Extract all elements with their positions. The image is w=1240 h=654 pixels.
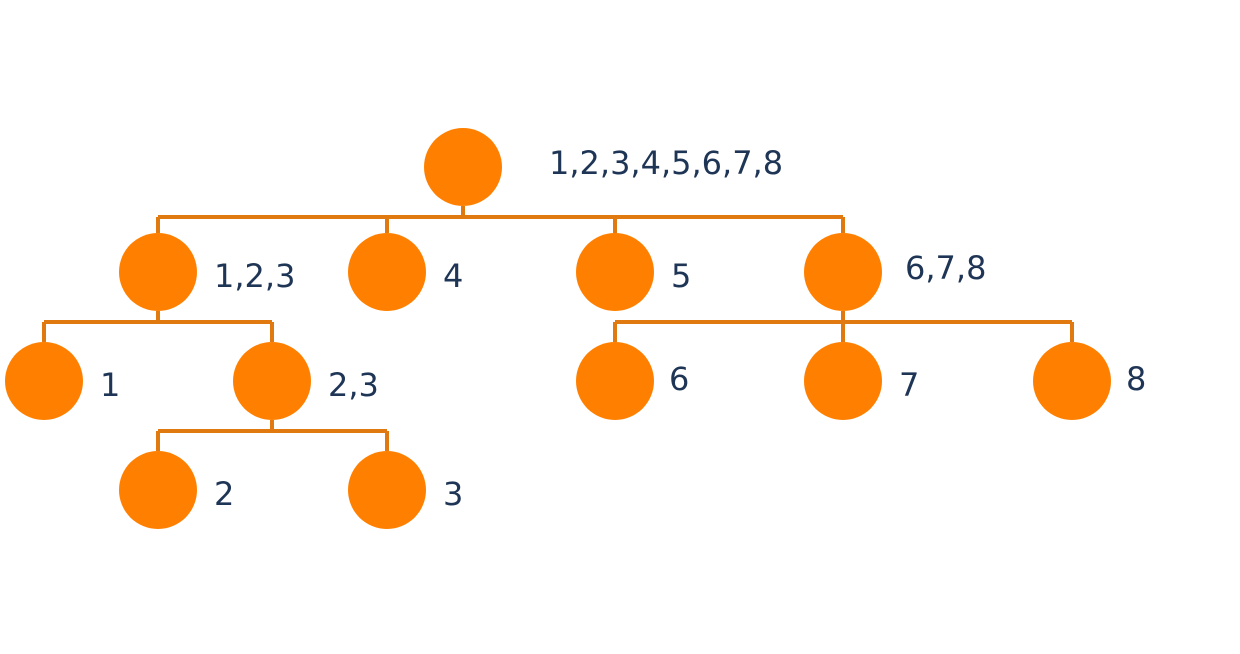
node-label-n678: 6,7,8	[905, 249, 986, 287]
connector-n23	[156, 420, 389, 451]
node-n2	[119, 451, 197, 529]
node-n3	[348, 451, 426, 529]
node-label-n4: 4	[443, 257, 463, 295]
node-label-root: 1,2,3,4,5,6,7,8	[549, 144, 783, 182]
node-label-n1: 1	[100, 366, 120, 404]
tree-nodes	[5, 128, 1111, 529]
node-label-n6: 6	[669, 360, 689, 398]
node-n5	[576, 233, 654, 311]
node-label-n123: 1,2,3	[214, 257, 295, 295]
node-n6	[576, 342, 654, 420]
node-label-n3: 3	[443, 475, 463, 513]
node-label-n8: 8	[1126, 360, 1146, 398]
connector-n678	[613, 311, 1074, 342]
node-label-n5: 5	[671, 257, 691, 295]
node-n7	[804, 342, 882, 420]
node-n4	[348, 233, 426, 311]
tree-labels: 1,2,3,4,5,6,7,8 1,2,3 4 5 6,7,8 1 2,3 6 7 8 2 3	[100, 144, 1146, 513]
node-n23	[233, 342, 311, 420]
node-n8	[1033, 342, 1111, 420]
node-n123	[119, 233, 197, 311]
node-label-n7: 7	[899, 366, 919, 404]
node-label-n23: 2,3	[328, 366, 379, 404]
node-root	[424, 128, 502, 206]
connector-n123	[42, 311, 274, 342]
node-n678	[804, 233, 882, 311]
tree-edges	[42, 206, 1074, 451]
node-n1	[5, 342, 83, 420]
connector-root	[156, 206, 845, 233]
node-label-n2: 2	[214, 475, 234, 513]
